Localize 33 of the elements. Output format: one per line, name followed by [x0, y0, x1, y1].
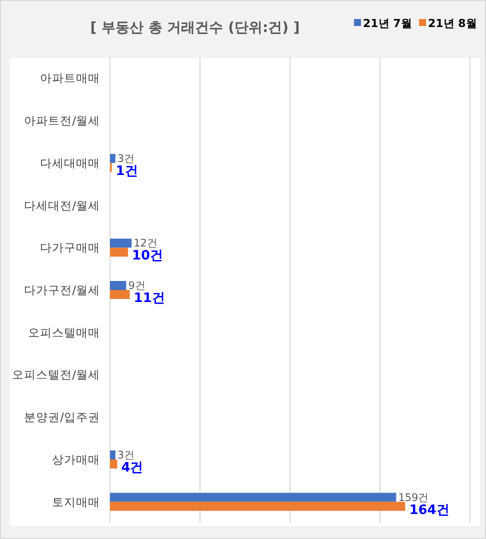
bar: [110, 502, 406, 511]
legend-label: 21년 7월: [363, 17, 412, 30]
data-label: 1건: [116, 164, 138, 179]
y-tick-label: 상가매매: [52, 452, 100, 466]
y-tick-label: 다세대매매: [40, 156, 100, 170]
data-label: 9건: [128, 280, 146, 292]
data-label: 11건: [134, 291, 165, 306]
y-tick-label: 다가구매매: [40, 240, 100, 255]
data-label: 159건: [398, 492, 430, 504]
bar: [110, 238, 132, 248]
y-tick-label: 아파트매매: [40, 71, 100, 86]
legend-label: 21년 8월: [428, 17, 477, 30]
data-label: 4건: [121, 460, 144, 476]
y-tick-label: 토지매매: [52, 494, 100, 509]
chart-title: [ 부동산 총 거래건수 (단위:건) ]: [90, 20, 300, 36]
bar: [110, 154, 116, 163]
data-label: 164건: [409, 502, 450, 518]
y-tick-label: 아파트전/월세: [24, 114, 100, 128]
data-label: 3건: [117, 152, 136, 165]
y-tick-label: 다가구전/월세: [24, 283, 100, 297]
data-label: 3건: [117, 449, 136, 462]
bar: [110, 450, 116, 460]
y-tick-label: 다세대전/월세: [24, 198, 100, 212]
bar: [110, 281, 126, 290]
y-tick-label: 오피스텔매매: [28, 325, 100, 340]
data-label: 10건: [132, 248, 164, 264]
bar: [110, 290, 130, 299]
bar: [110, 492, 396, 502]
y-tick-label: 분양권/입주권: [24, 410, 100, 424]
data-label: 12건: [134, 238, 158, 250]
y-tick-label: 오피스텔전/월세: [12, 368, 100, 382]
bar: [110, 248, 128, 257]
bar: [110, 459, 118, 468]
